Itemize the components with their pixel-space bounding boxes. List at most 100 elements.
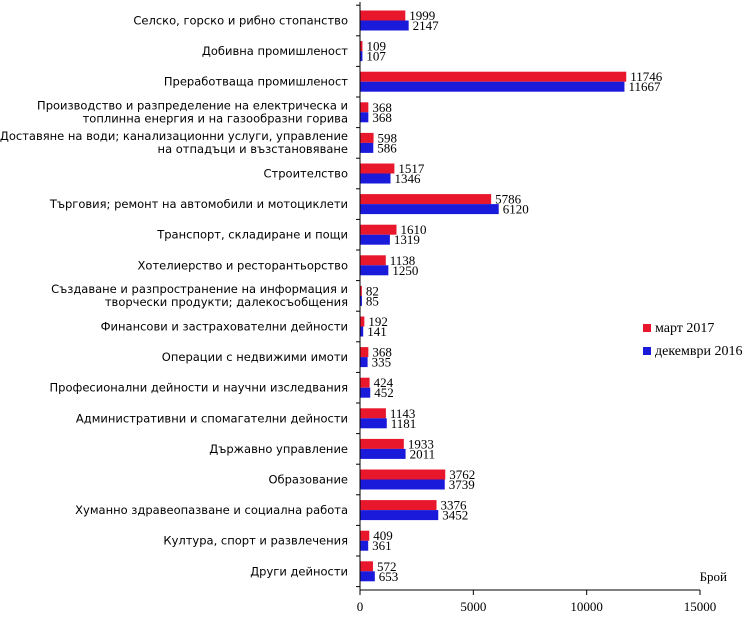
data-label: 1346	[395, 171, 422, 186]
x-tick-label: 15000	[684, 599, 717, 614]
category-label-line: Хуманно здравеопазване и социална работа	[75, 503, 348, 517]
category-label: Професионални дейности и научни изследва…	[50, 381, 348, 395]
data-label: 1999	[409, 8, 435, 23]
data-label: 1181	[391, 416, 417, 431]
data-label: 85	[366, 293, 379, 308]
bar-dec-2016	[360, 234, 390, 245]
x-axis-title: Брой	[700, 569, 727, 584]
bar-dec-2016	[360, 418, 387, 429]
category-label-line: Административни и спомагателни дейности	[76, 411, 348, 425]
bar-dec-2016	[360, 112, 369, 123]
category-label: Хуманно здравеопазване и социална работа	[75, 503, 348, 517]
bar-dec-2016	[360, 142, 374, 153]
category-label: Образование	[268, 473, 348, 487]
data-label: 1143	[390, 406, 416, 421]
category-label: Други дейности	[250, 564, 348, 578]
data-label: 409	[373, 528, 393, 543]
data-label: 1319	[394, 232, 420, 247]
category-label: Селско, горско и рибно стопанство	[133, 14, 348, 28]
category-label-line: Търговия; ремонт на автомобили и мотоцик…	[49, 197, 348, 211]
bar-dec-2016	[360, 387, 371, 398]
category-label-line: Производство и разпределение на електрич…	[37, 98, 348, 112]
bar-dec-2016	[360, 173, 391, 184]
bar-mar-2017	[360, 500, 437, 511]
data-label: 3452	[442, 508, 468, 523]
data-label: 1610	[400, 222, 426, 237]
bar-mar-2017	[360, 71, 627, 82]
bar-mar-2017	[360, 408, 386, 419]
category-label-line: Строителство	[264, 167, 349, 181]
category-label-line: Образование	[268, 473, 348, 487]
category-label: Транспорт, складиране и пощи	[156, 228, 348, 242]
bar-mar-2017	[360, 132, 374, 143]
bar-mar-2017	[360, 194, 492, 205]
category-label-line: Професионални дейности и научни изследва…	[50, 381, 348, 395]
legend-swatch-mar-2017	[643, 324, 651, 332]
category-label-line: на отпадъци и възстановяване	[158, 142, 348, 156]
x-tick-label: 10000	[570, 599, 603, 614]
data-label: 368	[372, 345, 392, 360]
category-label: Култура, спорт и развлечения	[163, 534, 348, 548]
data-label: 653	[379, 569, 399, 584]
data-label: 11746	[630, 69, 663, 84]
data-label: 2147	[413, 18, 440, 33]
data-label: 2011	[410, 446, 436, 461]
data-label: 368	[372, 110, 392, 125]
data-label: 598	[378, 130, 398, 145]
data-label: 424	[374, 375, 394, 390]
bar-mar-2017	[360, 316, 365, 327]
bar-dec-2016	[360, 204, 499, 215]
data-label: 82	[366, 283, 379, 298]
bar-dec-2016	[360, 51, 363, 62]
category-label-line: Култура, спорт и развлечения	[163, 534, 348, 548]
bar-mar-2017	[360, 255, 386, 266]
category-label-line: творчески продукти; далекосъобщения	[105, 295, 348, 309]
category-label-line: Операции с недвижими имоти	[162, 350, 348, 364]
data-label: 335	[372, 355, 392, 370]
category-label-line: Транспорт, складиране и пощи	[156, 228, 348, 242]
bar-mar-2017	[360, 10, 406, 21]
data-label: 1250	[392, 263, 418, 278]
category-label-line: топлинна енергия и на газообразни горива	[83, 111, 348, 125]
bar-dec-2016	[360, 448, 406, 459]
bar-dec-2016	[360, 20, 409, 31]
category-label: Финансови и застрахователни дейности	[101, 320, 348, 334]
data-label: 141	[367, 324, 387, 339]
category-label: Добивна промишленост	[202, 44, 348, 58]
category-label: Строителство	[264, 167, 349, 181]
bar-dec-2016	[360, 326, 364, 337]
legend-label-mar-2017: март 2017	[655, 321, 714, 336]
bar-mar-2017	[360, 530, 370, 541]
category-label: Създаване и разпространение на информаци…	[51, 282, 348, 309]
data-label: 192	[368, 314, 388, 329]
bar-mar-2017	[360, 438, 404, 449]
bar-mar-2017	[360, 102, 369, 113]
category-label: Държавно управление	[209, 442, 348, 456]
category-label-line: Преработваща промишленост	[164, 75, 348, 89]
data-label: 11667	[628, 79, 661, 94]
category-label-line: Създаване и разпространение на информаци…	[51, 282, 348, 296]
data-label: 3739	[449, 477, 475, 492]
category-label: Доставяне на води; канализационни услуги…	[0, 129, 348, 156]
data-label: 109	[366, 39, 386, 54]
bar-dec-2016	[360, 265, 389, 276]
bar-dec-2016	[360, 357, 368, 368]
data-label: 586	[377, 140, 397, 155]
category-label-line: Доставяне на води; канализационни услуги…	[0, 129, 348, 143]
bar-mar-2017	[360, 285, 362, 296]
category-label-line: Държавно управление	[209, 442, 348, 456]
category-label: Преработваща промишленост	[164, 75, 348, 89]
data-label: 3376	[441, 498, 468, 513]
category-label: Търговия; ремонт на автомобили и мотоцик…	[49, 197, 348, 211]
bar-dec-2016	[360, 81, 625, 92]
category-label-line: Финансови и застрахователни дейности	[101, 320, 348, 334]
bar-dec-2016	[360, 479, 445, 490]
category-label-line: Селско, горско и рибно стопанство	[133, 14, 348, 28]
data-label: 3762	[449, 467, 475, 482]
bar-dec-2016	[360, 510, 439, 521]
data-label: 368	[372, 100, 392, 115]
category-label: Хотелиерство и ресторантьорство	[138, 258, 348, 272]
category-label: Административни и спомагателни дейности	[76, 411, 348, 425]
category-label-line: Добивна промишленост	[202, 44, 348, 58]
